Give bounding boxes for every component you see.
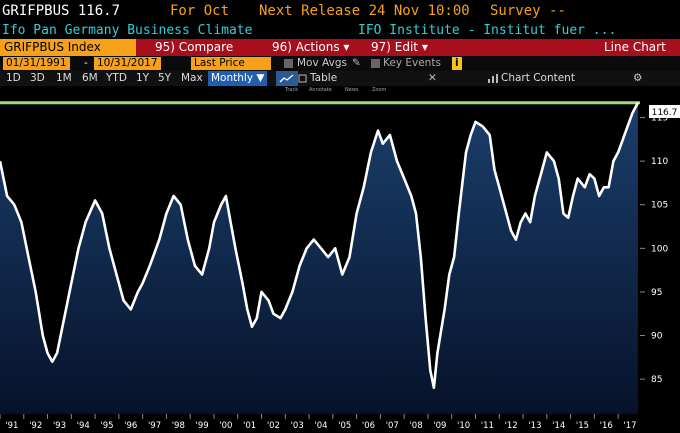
start-date-input[interactable]: 01/31/1991 (3, 57, 70, 70)
x-tick-label: '16 (600, 421, 613, 431)
last-value-badge-bg (649, 105, 680, 118)
data-source: IFO Institute - Institut fuer ... (358, 23, 617, 38)
bar-chart-glyph (488, 74, 498, 83)
range-button-5y[interactable]: 5Y (158, 72, 172, 84)
chart-content-button[interactable]: Chart Content (501, 72, 575, 84)
key-events-label: Key Events (383, 57, 441, 69)
security-label: GRIFPBUS Index (4, 40, 101, 54)
x-tick-label: '01 (243, 421, 256, 431)
x-axis: '91 '92 '93 '94 '95 '96 '97 '98 '99 '00 '01 '02 '03 '… (0, 414, 637, 431)
survey-value: Survey -- (490, 3, 566, 19)
edit-menu[interactable]: 97) Edit ▾ (371, 40, 428, 54)
bar-chart-icon (487, 71, 499, 86)
close-icon[interactable]: ✕ (428, 72, 437, 84)
end-date-input[interactable]: 10/31/2017 (94, 57, 161, 70)
table-icon[interactable] (298, 71, 308, 86)
ticker-price: GRIFPBUS 116.7 (2, 3, 121, 19)
x-tick-label: '03 (291, 421, 304, 431)
security-input[interactable]: GRIFPBUS Index (0, 39, 136, 56)
y-tick-label: 110 (651, 157, 668, 167)
price-chart[interactable]: 85 90 95 100 105 110 115 '91 '92 '93 '94 '95 '96 '97… (0, 94, 680, 433)
x-tick-label: '98 (172, 421, 185, 431)
zoom-tool[interactable]: Zoom (372, 87, 387, 93)
x-tick-label: '06 (362, 421, 375, 431)
range-button-max[interactable]: Max (181, 72, 203, 84)
x-tick-label: '08 (409, 421, 422, 431)
last-value-label: 116.7 (652, 108, 678, 118)
x-tick-label: '17 (623, 421, 636, 431)
x-tick-label: '14 (552, 421, 565, 431)
x-tick-label: '91 (5, 421, 18, 431)
x-tick-label: '93 (53, 421, 66, 431)
security-description-bar: Ifo Pan Germany Business Climate IFO Ins… (0, 22, 680, 39)
x-tick-label: '11 (481, 421, 494, 431)
news-tool[interactable]: News (345, 87, 359, 93)
y-tick-label: 100 (651, 244, 668, 254)
x-tick-label: '97 (148, 421, 161, 431)
y-tick-label: 105 (651, 201, 668, 211)
x-tick-label: '12 (505, 421, 518, 431)
x-tick-label: '92 (29, 421, 42, 431)
price-series-line (0, 102, 640, 390)
x-tick-label: '96 (124, 421, 137, 431)
x-tick-label: '09 (433, 421, 446, 431)
annotation-toolbar: Track Annotate News Zoom (0, 86, 680, 94)
security-name: Ifo Pan Germany Business Climate (2, 23, 253, 38)
x-tick-label: '10 (457, 421, 470, 431)
track-tool[interactable]: Track (285, 87, 299, 93)
x-tick-label: '04 (314, 421, 327, 431)
function-menu-bar: GRIFPBUS Index 95) Compare 96) Actions ▾… (0, 39, 680, 56)
actions-menu[interactable]: 96) Actions ▾ (272, 40, 350, 54)
range-toolbar: 1D 3D 1M 6M YTD 1Y 5Y Max Monthly ▼ Tabl… (0, 71, 680, 86)
chart-type-label: Line Chart (604, 40, 666, 54)
period-select[interactable]: Monthly ▼ (208, 71, 268, 86)
x-tick-label: '95 (100, 421, 113, 431)
range-button-6m[interactable]: 6M (82, 72, 98, 84)
chart-settings-bar: 01/31/1991 - 10/31/2017 Last Price Mov A… (0, 56, 680, 71)
table-glyph (298, 74, 307, 83)
last-value-badge: 116.7 (649, 105, 680, 118)
table-button[interactable]: Table (310, 72, 338, 84)
mov-avgs-label: Mov Avgs (297, 57, 347, 69)
next-release: Next Release 24 Nov 10:00 (259, 3, 470, 19)
x-tick-label: '94 (77, 421, 90, 431)
range-button-3d[interactable]: 3D (30, 72, 45, 84)
field-select[interactable]: Last Price (191, 57, 271, 70)
range-button-1d[interactable]: 1D (6, 72, 21, 84)
range-button-ytd[interactable]: YTD (106, 72, 127, 84)
x-tick-label: '07 (386, 421, 399, 431)
price-area-fill (0, 102, 638, 414)
y-tick-label: 85 (651, 375, 662, 385)
x-tick-label: '99 (196, 421, 209, 431)
line-chart-icon[interactable] (276, 71, 298, 86)
x-tick-label: '15 (576, 421, 589, 431)
x-tick-label: '13 (528, 421, 541, 431)
info-icon[interactable]: i (452, 57, 462, 70)
x-tick-label: '05 (338, 421, 351, 431)
date-separator: - (84, 57, 88, 69)
pencil-icon[interactable]: ✎ (352, 57, 361, 69)
release-period: For Oct (170, 3, 230, 19)
y-tick-label: 95 (651, 288, 662, 298)
range-button-1m[interactable]: 1M (56, 72, 72, 84)
annotate-tool[interactable]: Annotate (309, 87, 332, 93)
range-button-1y[interactable]: 1Y (136, 72, 150, 84)
gear-icon[interactable]: ⚙ (633, 72, 643, 84)
compare-menu[interactable]: 95) Compare (155, 40, 234, 54)
line-chart-glyph (279, 74, 294, 83)
y-axis: 85 90 95 100 105 110 115 (640, 114, 668, 385)
x-tick-label: '00 (219, 421, 232, 431)
key-events-checkbox[interactable] (371, 59, 380, 68)
y-tick-label: 90 (651, 332, 663, 342)
mov-avgs-checkbox[interactable] (284, 59, 293, 68)
security-header-bar: GRIFPBUS 116.7 For Oct Next Release 24 N… (0, 0, 680, 22)
x-tick-label: '02 (267, 421, 280, 431)
y-tick-label: 115 (651, 114, 668, 124)
